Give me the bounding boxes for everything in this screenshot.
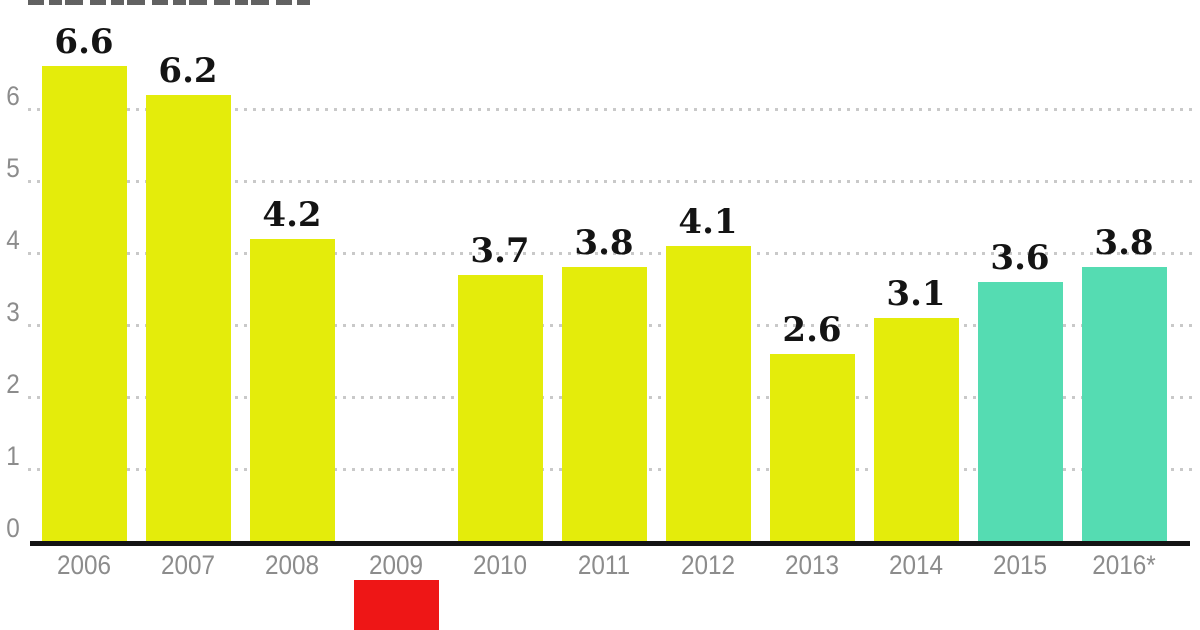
x-axis-tick-label: 2015 [992, 550, 1048, 580]
x-axis-tick-label: 2010 [472, 550, 528, 580]
x-axis-tick-label: 2008 [264, 550, 320, 580]
x-axis-tick-label: 2016* [1092, 550, 1156, 580]
gridline [28, 180, 1192, 183]
y-axis-tick-label: 0 [6, 513, 20, 543]
y-axis-tick-label: 1 [6, 441, 20, 471]
bar-value-label: 3.8 [574, 223, 634, 264]
bar-2006 [41, 65, 127, 541]
x-axis-tick-label: 2009 [368, 550, 424, 580]
bar-2015 [977, 281, 1063, 541]
bar-2008 [249, 238, 335, 541]
bar-value-label: 3.8 [1094, 223, 1154, 264]
bar-2007 [145, 94, 231, 541]
bar-value-label: 6.2 [158, 50, 218, 91]
x-axis-tick-label: 2006 [56, 550, 112, 580]
y-axis-tick-label: 4 [6, 225, 20, 255]
bar-value-label: 6.6 [54, 21, 114, 62]
bar-2010 [457, 274, 543, 541]
clipped-title-text-fragments [28, 0, 313, 5]
bar-value-label: 2.6 [782, 309, 842, 350]
gridline [28, 108, 1192, 111]
x-axis-tick-label: 2013 [784, 550, 840, 580]
x-axis-line [30, 541, 1190, 546]
y-axis-tick-label: 3 [6, 297, 20, 327]
y-axis-tick-label: 5 [6, 153, 20, 183]
bar-value-label: 4.2 [262, 194, 322, 235]
bar-value-label: 3.1 [886, 273, 946, 314]
bar-2012 [665, 245, 751, 541]
bar-2016 [1081, 267, 1167, 541]
x-axis-tick-label: 2014 [888, 550, 944, 580]
y-axis-tick-label: 2 [6, 369, 20, 399]
bar-2014 [873, 317, 959, 541]
gridline [28, 252, 1192, 255]
bar-2011 [561, 267, 647, 541]
x-axis-tick-label: 2011 [577, 550, 631, 580]
x-axis-tick-label: 2012 [680, 550, 736, 580]
bar-value-label: 4.1 [678, 201, 738, 242]
bar-value-label: 3.6 [990, 237, 1050, 278]
bar-2013 [769, 353, 855, 541]
bar-2009 [353, 580, 439, 630]
x-axis-tick-label: 2007 [160, 550, 216, 580]
y-axis-tick-label: 6 [6, 81, 20, 111]
bar-value-label: 3.7 [470, 230, 530, 271]
